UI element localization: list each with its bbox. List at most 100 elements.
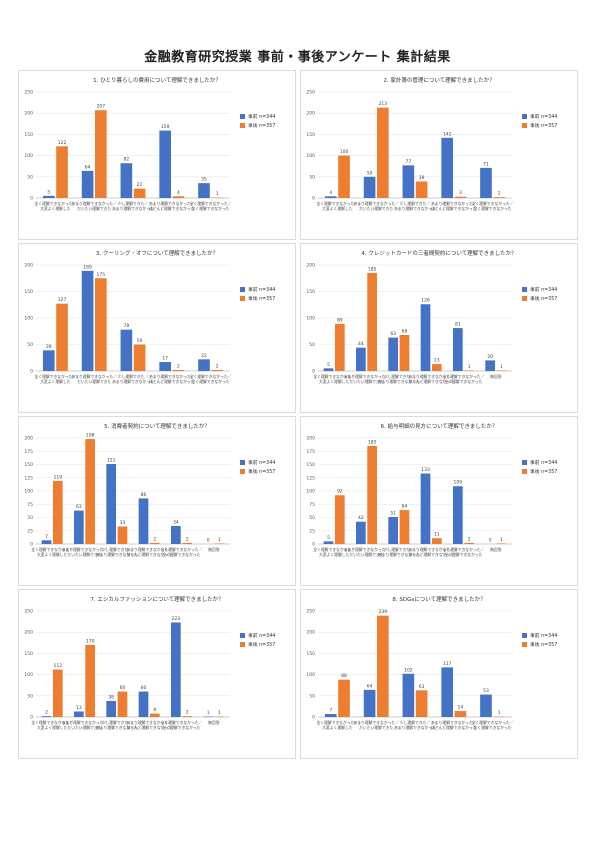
bar-post [464,370,474,371]
data-label: 1 [218,710,221,716]
data-label: 51 [390,510,396,516]
x-tick-label-line: 全く理解できなかった／ [190,201,232,206]
y-tick-label: 100 [24,672,33,678]
bar-pre [453,328,463,371]
bar-pre [388,337,399,371]
x-tick-label-line: あまり理解できなかった [394,206,436,211]
data-label: 63 [419,684,425,690]
y-tick-label: 0 [30,542,33,548]
bar-pre [323,541,334,544]
x-tick-label: 少し理解できた／あまり理解できなかった [96,547,138,557]
x-tick-label: 無回答 [490,547,502,552]
chart-4: 4. クレジットカードの三者間契約について理解できましたか？ 0 50 100 150 2… [300,243,578,413]
x-tick-label: あまり理解できなかった／ほとんど理解できなかった [408,374,454,384]
x-tick-label-line: 無回答 [208,547,220,552]
bar-post [338,155,350,198]
chart-panel-3: 3. クーリング・オフについて理解できましたか？ 0 50 100 150 200 39 18… [18,243,296,413]
y-tick-label: 150 [24,462,33,468]
legend-swatch [240,287,245,292]
x-tick-label: 全く理解できなかった／大変よく理解した [35,201,77,211]
legend-swatch [240,114,245,119]
bar-pre [441,667,453,717]
y-tick-label: 0 [30,715,33,721]
bar-pre [485,360,496,371]
legend-swatch [522,114,527,119]
x-tick-label: あまり理解できなかった／だいたい理解できた [344,374,390,384]
chart-7: 7. エシカルファッションについて理解できましたか？ 0 50 100 150 200 25… [18,589,296,759]
y-tick-label: 50 [27,342,33,348]
y-tick-label: 150 [306,651,315,657]
chart-panel-1: 1. ひとり暮らしの費用について理解できましたか？ 0 50 100 150 200 250… [18,70,296,240]
legend-swatch [240,296,245,301]
bar-post [149,542,160,544]
data-label: 133 [421,467,430,473]
y-tick-label: 50 [309,515,315,521]
bar-pre [41,716,52,717]
x-tick-label: あまり理解できなかった／ほとんど理解できなかった [149,374,195,384]
chart-panel-4: 4. クレジットカードの三者間契約について理解できましたか？ 0 50 100 150 2… [300,243,578,413]
bar-post [399,334,410,371]
data-label: 2 [498,191,501,197]
data-label: 185 [368,266,377,272]
legend-label: 事前 n=344 [530,113,557,120]
x-tick-label-line: 大変よく理解した [319,379,350,384]
legend-swatch [522,287,527,292]
data-label: 1 [500,364,503,370]
data-label: 39 [46,344,52,350]
x-tick-label-line: 大変よく理解した [40,379,71,384]
y-tick-label: 0 [312,542,315,548]
data-label: 4 [329,190,332,196]
y-tick-label: 250 [306,609,315,615]
chart-1: 1. ひとり暮らしの費用について理解できましたか？ 0 50 100 150 200 250… [18,70,296,240]
data-label: 64 [402,504,408,510]
bar-post [172,196,185,198]
bar-post [149,713,160,717]
x-tick-label-line: ほとんど理解できなかった [149,206,195,211]
chart-panel-5: 5. 消費者契約について理解できましたか？ 0 25 50 75 100 125 150 175… [18,416,296,586]
y-tick-label: 150 [306,462,315,468]
bar-pre [120,329,133,371]
bar-post [415,690,428,717]
y-tick-label: 50 [27,174,33,180]
x-tick-label-line: ほとんど理解できなかった [408,379,454,384]
data-label: 2 [186,536,189,542]
legend-swatch [522,642,527,647]
bar-post [454,711,467,717]
chart-panel-6: 6. 給与明細の見方について理解できましたか？ 0 25 50 75 100 125 150 1… [300,416,578,586]
bar-pre [402,673,415,717]
x-tick-label-line: だいたい理解できた [67,552,101,557]
bar-pre [323,368,334,371]
chart-title: 7. エシカルファッションについて理解できましたか？ [90,595,223,603]
bar-pre [74,711,84,717]
data-label: 223 [172,616,181,622]
bar-pre [480,694,492,717]
data-label: 17 [162,355,168,361]
x-tick-label-line: 全く理解できなかった／ [31,720,73,725]
x-tick-label-line: 全く理解できなかった／ [35,201,77,206]
data-label: 5 [47,189,50,195]
x-tick-label: あまり理解できなかった／ほとんど理解できなかった [149,201,195,211]
x-tick-label-line: 全く理解できなかった [192,379,230,384]
bar-post [214,543,225,544]
x-tick-label-line: 全く理解できなかった [445,552,483,557]
data-label: 185 [368,439,377,445]
data-label: 117 [443,661,452,667]
x-tick-label: あまり理解できなかった／だいたい理解できた [62,720,108,730]
x-tick-label: あまり理解できなかった／だいたい理解できた [344,547,390,557]
x-tick-label: 全く理解できなかった／全く理解できなかった [190,201,232,211]
bar-post [85,644,95,717]
y-tick-label: 175 [24,449,33,455]
x-tick-label-line: ほとんど理解できなかった [126,725,172,730]
bar-post [211,369,224,371]
bar-pre [198,359,210,371]
y-tick-label: 25 [309,528,315,534]
x-tick-label-line: 少し理解できた／ [384,547,415,552]
legend-swatch [522,123,527,128]
bar-post [367,445,377,544]
x-tick-label: あまり理解できなかった／ほとんど理解できなかった [431,201,477,211]
chart-frame [18,416,296,586]
data-label: 88 [341,673,347,679]
bar-pre [356,521,366,544]
data-label: 7 [45,534,48,540]
x-tick-label: 全く理解できなかった／全く理解できなかった [443,374,485,384]
